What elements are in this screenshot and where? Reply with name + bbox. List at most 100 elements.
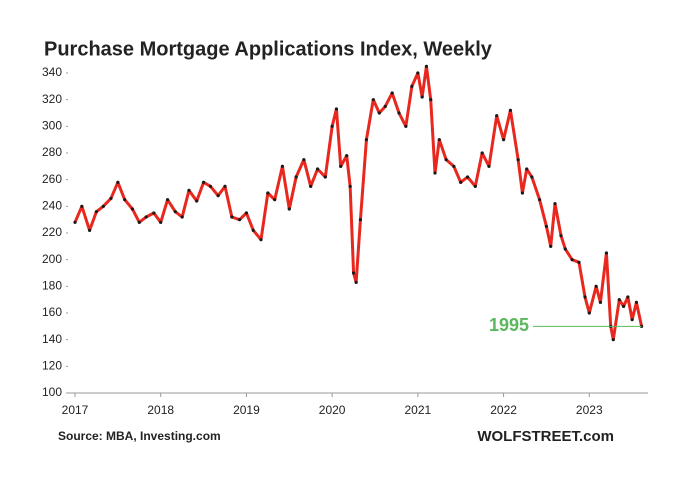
data-point (123, 198, 127, 202)
data-point (345, 154, 349, 158)
y-tick-label: 200 (42, 252, 62, 266)
data-point (437, 138, 441, 142)
data-point (465, 175, 470, 179)
data-point (621, 304, 626, 308)
y-tick-label: 180 (42, 279, 62, 293)
data-point (201, 180, 206, 184)
data-point (525, 167, 529, 171)
data-point (130, 207, 135, 211)
data-point (390, 91, 394, 95)
data-point (315, 167, 320, 171)
data-point (410, 84, 414, 88)
data-point (397, 111, 401, 115)
data-point (348, 184, 352, 188)
data-point (530, 175, 534, 179)
data-point (109, 196, 113, 200)
data-point (266, 191, 270, 195)
data-point (459, 180, 463, 184)
data-point (570, 258, 574, 262)
data-point (116, 180, 120, 184)
data-point (444, 158, 448, 162)
data-point (302, 158, 306, 162)
data-point (598, 300, 603, 304)
data-point (473, 184, 477, 188)
data-point (237, 218, 242, 222)
data-point (583, 295, 587, 299)
data-point (152, 211, 156, 215)
data-point (611, 338, 615, 342)
y-tick-label: 260 (42, 172, 62, 186)
data-point (416, 71, 420, 75)
data-point (273, 198, 277, 202)
data-point (501, 138, 506, 142)
data-point (495, 114, 499, 118)
data-point (559, 234, 563, 238)
data-point (251, 228, 255, 232)
data-point (516, 158, 520, 162)
data-point (383, 104, 387, 108)
data-point (280, 164, 285, 168)
source: Source: MBA, Investing.com (58, 429, 221, 443)
data-point (424, 64, 429, 68)
data-point (187, 188, 191, 192)
data-point (549, 244, 553, 248)
data-point (80, 204, 84, 208)
y-tick-label: 240 (42, 199, 62, 213)
data-point (230, 215, 234, 219)
data-point (294, 175, 298, 179)
y-tick-label: 280 (42, 145, 62, 159)
x-tick-label: 2022 (490, 403, 517, 417)
data-point (634, 300, 639, 304)
data-point (339, 164, 343, 168)
data-point (563, 247, 567, 251)
annotation: 1995 (489, 315, 529, 335)
credit: WOLFSTREET.com (477, 428, 614, 445)
data-point (433, 171, 437, 175)
data-point (626, 295, 630, 299)
y-tick-label: 220 (42, 225, 62, 239)
data-point (452, 164, 456, 168)
data-point (180, 215, 184, 219)
y-tick-label: 120 (42, 359, 62, 373)
data-point (544, 224, 549, 228)
data-point (508, 108, 513, 112)
data-point (73, 220, 77, 224)
x-tick-label: 2017 (62, 403, 89, 417)
data-line (73, 64, 644, 342)
data-point (144, 215, 148, 219)
data-point (165, 198, 170, 202)
data-point (604, 251, 609, 255)
data-point (351, 271, 356, 275)
data-point (630, 318, 634, 322)
data-point (87, 228, 92, 232)
data-point (377, 111, 381, 115)
x-tick-label: 2020 (319, 403, 346, 417)
data-point (404, 124, 408, 128)
data-point (364, 138, 369, 142)
data-point (594, 284, 598, 288)
data-point (323, 175, 327, 179)
data-point (173, 210, 177, 214)
data-point (358, 218, 363, 222)
x-tick-label: 2021 (405, 403, 432, 417)
data-point (195, 199, 199, 203)
data-point (617, 298, 621, 302)
data-point (101, 204, 105, 208)
data-point (577, 260, 581, 264)
data-point (330, 124, 334, 128)
x-tick-label: 2023 (576, 403, 603, 417)
x-tick-label: 2018 (147, 403, 174, 417)
data-point (334, 107, 339, 111)
data-point (587, 311, 591, 315)
y-tick-label: 160 (42, 305, 62, 319)
data-point (420, 95, 424, 99)
data-point (244, 211, 249, 215)
chart-title: Purchase Mortgage Applications Index, We… (44, 38, 493, 60)
y-tick-label: 100 (42, 385, 62, 399)
data-point (208, 184, 213, 188)
data-point (94, 210, 99, 214)
data-point (159, 220, 163, 224)
y-tick-label: 340 (42, 65, 62, 79)
data-point (371, 98, 375, 102)
